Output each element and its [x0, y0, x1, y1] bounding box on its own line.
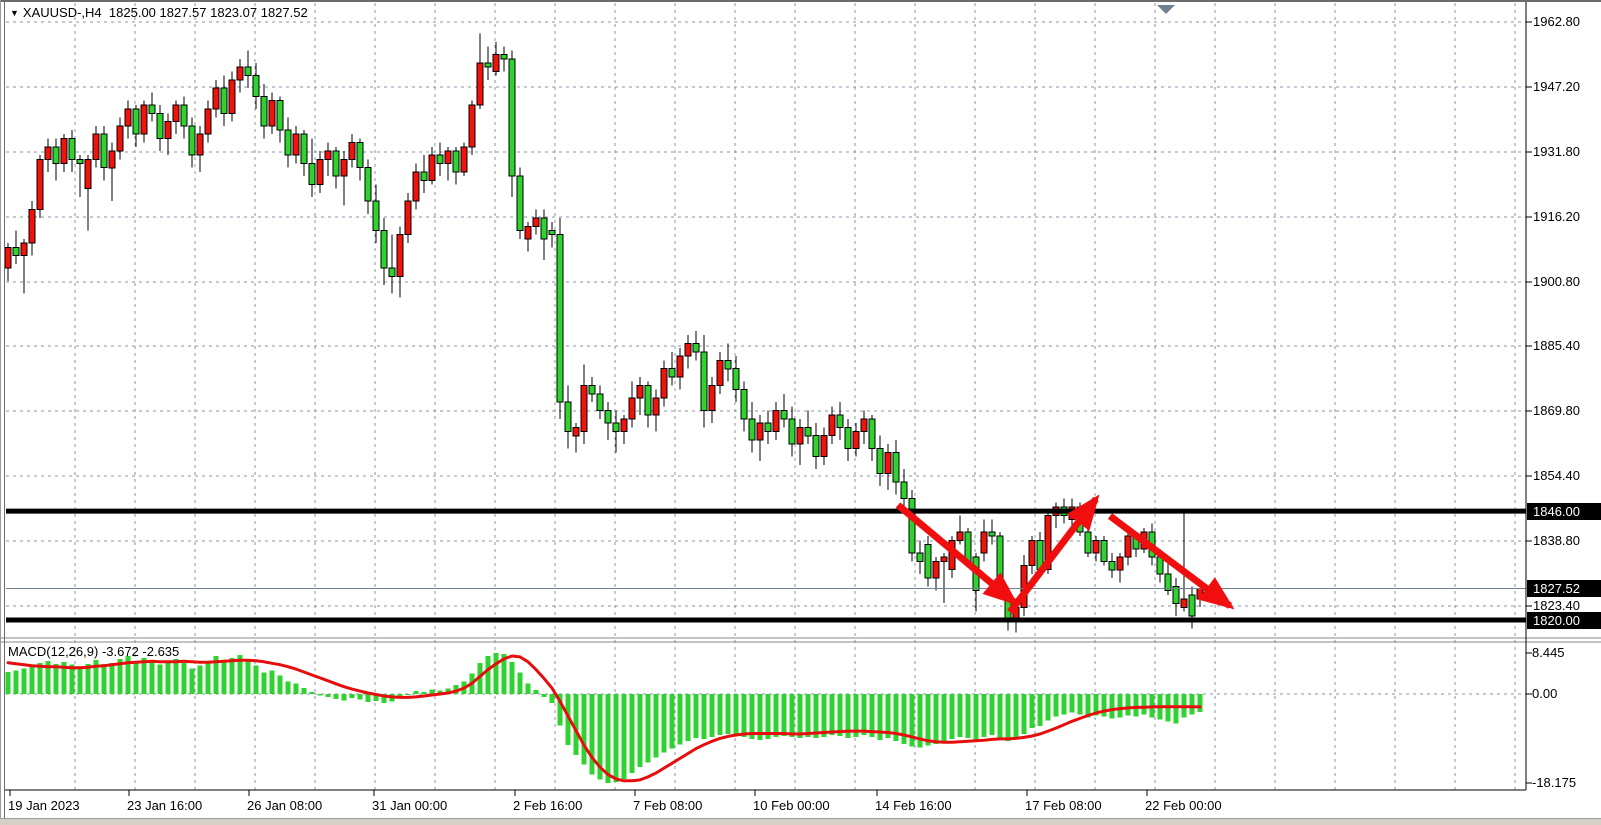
price-axis-label: 1823.40 [1533, 598, 1580, 613]
macd-title: MACD(12,26,9) [8, 644, 99, 659]
time-axis-label: 26 Jan 08:00 [247, 798, 323, 813]
time-axis-label: 2 Feb 16:00 [513, 798, 583, 813]
grid-vertical [74, 3, 1516, 790]
price-axis-label: 1900.80 [1533, 274, 1580, 289]
candles [4, 33, 1204, 633]
window-left-edge [0, 0, 1, 825]
time-axis-label: 31 Jan 00:00 [372, 798, 448, 813]
chart-title: ▼ XAUUSD-,H4 1825.00 1827.57 1823.07 1827… [10, 5, 308, 20]
macd-axis-label: -18.175 [1532, 775, 1577, 790]
grid-horizontal [6, 21, 1526, 695]
price-axis-label: 1962.80 [1533, 14, 1580, 29]
window-bottom-strip [0, 818, 1601, 825]
trend-arrows[interactable] [895, 494, 1235, 615]
symbol-timeframe-label: XAUUSD-,H4 [22, 5, 102, 20]
time-axis-label: 17 Feb 08:00 [1025, 798, 1102, 813]
price-tag-1846.00: 1846.00 [1527, 503, 1601, 520]
time-axis-label: 23 Jan 16:00 [127, 798, 203, 813]
time-axis-label: 22 Feb 00:00 [1145, 798, 1222, 813]
price-axis[interactable] [1527, 0, 1601, 790]
price-axis-label: 1854.40 [1533, 468, 1580, 483]
macd-axis-label: 8.445 [1532, 645, 1565, 660]
chart-shift-icon[interactable] [1157, 5, 1175, 14]
price-axis-label: 1869.80 [1533, 403, 1580, 418]
window-top-border [0, 0, 1601, 2]
time-axis-label: 7 Feb 08:00 [633, 798, 703, 813]
price-axis-label: 1947.20 [1533, 79, 1580, 94]
macd-axis-label: 0.00 [1532, 686, 1558, 701]
time-axis-label: 19 Jan 2023 [8, 798, 80, 813]
macd-indicator-label: MACD(12,26,9) -3.672 -2.635 [8, 644, 179, 659]
axis-ticks [9, 21, 1532, 796]
ohlc-readout: 1825.00 1827.57 1823.07 1827.52 [108, 5, 308, 20]
price-axis-label: 1916.20 [1533, 209, 1580, 224]
macd-current-values: -3.672 -2.635 [101, 644, 180, 659]
down-arrow-1 [895, 502, 1019, 606]
up-arrow [1007, 494, 1100, 615]
time-axis-label: 10 Feb 00:00 [753, 798, 830, 813]
macd-histogram [5, 653, 1203, 783]
chart-left-border [4, 0, 5, 818]
price-axis-label: 1885.40 [1533, 338, 1580, 353]
price-axis-label: 1931.80 [1533, 144, 1580, 159]
time-axis-label: 14 Feb 16:00 [875, 798, 952, 813]
macd-signal-line [6, 654, 1202, 783]
down-arrow-2 [1107, 513, 1235, 610]
price-tag-1820.00: 1820.00 [1527, 612, 1601, 629]
price-tag-1827.52: 1827.52 [1527, 580, 1601, 597]
price-axis-label: 1838.80 [1533, 533, 1580, 548]
symbol-marker-icon: ▼ [10, 8, 19, 18]
